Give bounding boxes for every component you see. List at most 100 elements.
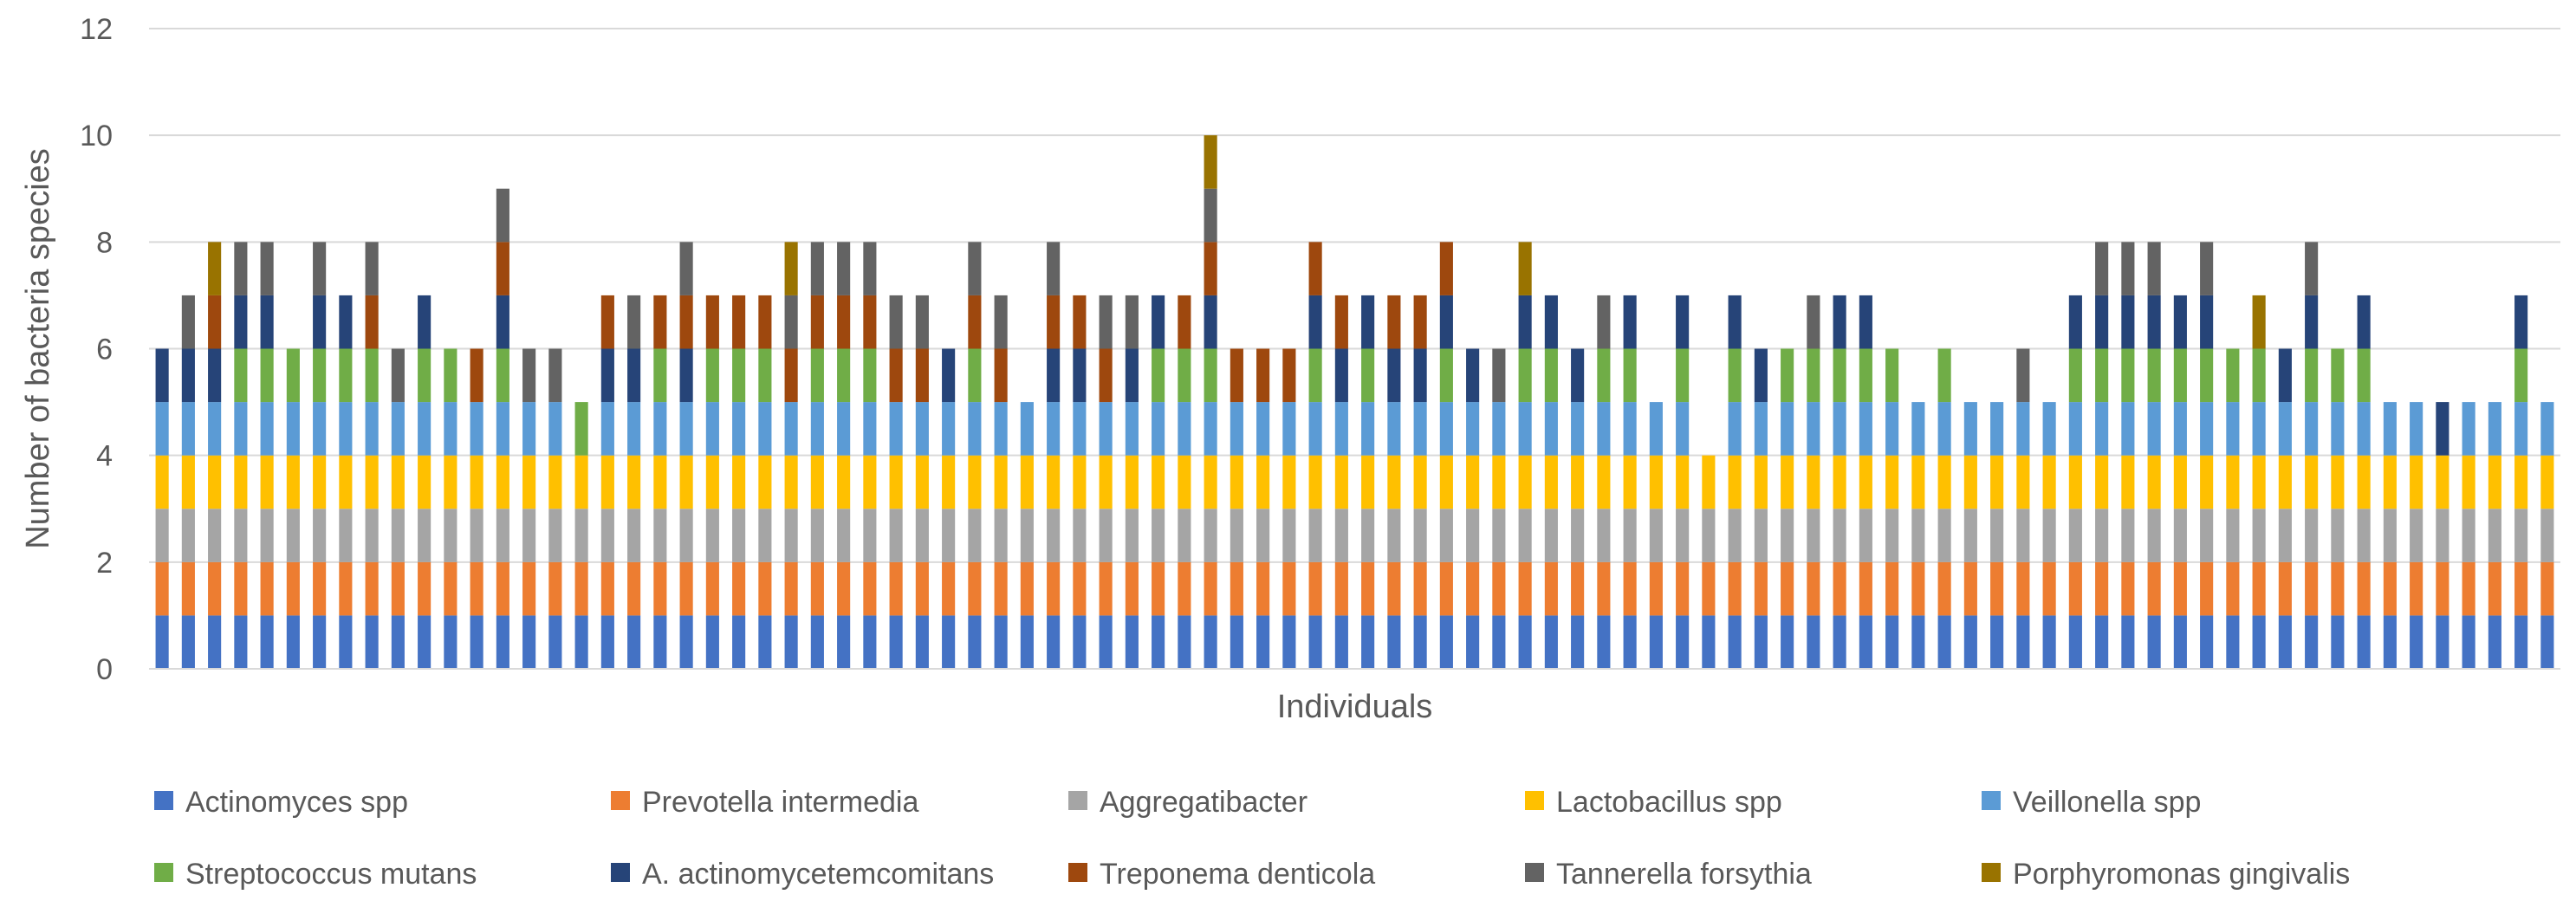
- bar-segment-lactobacillus-spp: [679, 455, 693, 509]
- bar-segment-veillonella-spp: [1361, 402, 1375, 456]
- bar-segment-veillonella-spp: [863, 402, 877, 456]
- y-axis-ticks: 0 2 4 6 8 10 12: [80, 13, 113, 686]
- bar-segment-actinomyces-spp: [784, 615, 798, 669]
- bar-segment-treponema-denticola: [1308, 242, 1322, 295]
- bar-segment-aggregatibacter: [208, 509, 222, 562]
- legend-item: Veillonella spp: [1982, 786, 2201, 819]
- bar-segment-actinomyces-spp: [2121, 615, 2135, 669]
- bar-segment-tannerella-forsythia: [915, 295, 929, 349]
- bar-segment-prevotella-intermedia: [1466, 561, 1480, 616]
- bar-segment-tannerella-forsythia: [2016, 348, 2030, 403]
- bar-segment-a-actinomycetemcomitans: [1439, 295, 1453, 349]
- bar-segment-veillonella-spp: [313, 402, 327, 456]
- bar-segment-streptococcus-mutans: [810, 348, 824, 403]
- bar-segment-lactobacillus-spp: [627, 455, 641, 509]
- bar-segment-aggregatibacter: [1963, 509, 1977, 562]
- bar-segment-treponema-denticola: [679, 295, 693, 349]
- bar-segment-a-actinomycetemcomitans: [2200, 295, 2214, 349]
- bar-segment-veillonella-spp: [2095, 402, 2109, 456]
- bar-segment-prevotella-intermedia: [1963, 561, 1977, 616]
- bar-segment-aggregatibacter: [1518, 509, 1532, 562]
- bar-segment-actinomyces-spp: [2147, 615, 2161, 669]
- bar-segment-aggregatibacter: [470, 509, 483, 562]
- bar-segment-lactobacillus-spp: [1781, 455, 1794, 509]
- bar-segment-lactobacillus-spp: [2357, 455, 2371, 509]
- bar-segment-tannerella-forsythia: [679, 242, 693, 295]
- individual-bar-69: [1937, 348, 1951, 669]
- bar-segment-porphyromonas-gingivalis: [1518, 242, 1532, 295]
- bar-segment-prevotella-intermedia: [2331, 561, 2345, 616]
- bar-segment-aggregatibacter: [1334, 509, 1348, 562]
- bar-segment-actinomyces-spp: [234, 615, 248, 669]
- bar-segment-veillonella-spp: [2042, 402, 2056, 456]
- bar-segment-prevotella-intermedia: [784, 561, 798, 616]
- bar-segment-prevotella-intermedia: [2462, 561, 2475, 616]
- bar-segment-lactobacillus-spp: [2042, 455, 2056, 509]
- individual-bar-4: [234, 242, 248, 669]
- bar-segment-tannerella-forsythia: [391, 348, 405, 403]
- bar-segment-veillonella-spp: [679, 402, 693, 456]
- bar-segment-treponema-denticola: [994, 348, 1008, 403]
- bar-segment-prevotella-intermedia: [1334, 561, 1348, 616]
- bar-segment-prevotella-intermedia: [2042, 561, 2056, 616]
- bar-segment-aggregatibacter: [1859, 509, 1872, 562]
- bar-segment-lactobacillus-spp: [1623, 455, 1637, 509]
- bar-segment-veillonella-spp: [758, 402, 772, 456]
- bar-segment-tannerella-forsythia: [365, 242, 379, 295]
- bars: [155, 135, 2554, 669]
- legend-swatch: [611, 863, 630, 882]
- bar-segment-veillonella-spp: [994, 402, 1008, 456]
- bar-segment-aggregatibacter: [1439, 509, 1453, 562]
- bar-segment-a-actinomycetemcomitans: [234, 295, 248, 349]
- bar-segment-veillonella-spp: [339, 402, 353, 456]
- legend-label: Streptococcus mutans: [185, 858, 477, 891]
- bar-segment-veillonella-spp: [1020, 402, 1034, 456]
- bar-segment-actinomyces-spp: [653, 615, 667, 669]
- bar-segment-aggregatibacter: [627, 509, 641, 562]
- bar-segment-actinomyces-spp: [444, 615, 457, 669]
- individual-bar-51: [1466, 348, 1480, 669]
- y-tick-label: 8: [96, 226, 113, 259]
- individual-bar-7: [313, 242, 327, 669]
- individual-bar-40: [1178, 295, 1191, 669]
- bar-segment-actinomyces-spp: [1649, 615, 1663, 669]
- bar-segment-streptococcus-mutans: [653, 348, 667, 403]
- bar-segment-treponema-denticola: [653, 295, 667, 349]
- bar-segment-prevotella-intermedia: [627, 561, 641, 616]
- bar-segment-veillonella-spp: [418, 402, 431, 456]
- individual-bar-65: [1833, 295, 1846, 669]
- bar-segment-tannerella-forsythia: [2305, 242, 2319, 295]
- bar-segment-prevotella-intermedia: [2095, 561, 2109, 616]
- individual-bar-78: [2173, 295, 2187, 669]
- bar-segment-actinomyces-spp: [968, 615, 982, 669]
- bar-segment-tannerella-forsythia: [1099, 295, 1113, 349]
- individual-bar-61: [1728, 295, 1742, 669]
- individual-bar-58: [1649, 402, 1663, 669]
- bar-segment-veillonella-spp: [444, 402, 457, 456]
- bar-segment-actinomyces-spp: [1833, 615, 1846, 669]
- bar-segment-veillonella-spp: [181, 402, 195, 456]
- bar-segment-a-actinomycetemcomitans: [1754, 348, 1768, 403]
- individual-bar-14: [496, 188, 509, 669]
- bar-segment-streptococcus-mutans: [260, 348, 274, 403]
- bar-segment-a-actinomycetemcomitans: [942, 348, 956, 403]
- bar-segment-actinomyces-spp: [994, 615, 1008, 669]
- bar-segment-aggregatibacter: [2042, 509, 2056, 562]
- bar-segment-aggregatibacter: [365, 509, 379, 562]
- bar-segment-aggregatibacter: [1728, 509, 1742, 562]
- individual-bar-41: [1204, 135, 1217, 669]
- bar-segment-a-actinomycetemcomitans: [679, 348, 693, 403]
- bar-segment-treponema-denticola: [600, 295, 614, 349]
- bar-segment-actinomyces-spp: [889, 615, 903, 669]
- bar-segment-actinomyces-spp: [863, 615, 877, 669]
- bar-segment-actinomyces-spp: [2514, 615, 2528, 669]
- bar-segment-actinomyces-spp: [705, 615, 719, 669]
- bar-segment-prevotella-intermedia: [208, 561, 222, 616]
- legend-swatch: [154, 791, 173, 810]
- bar-segment-actinomyces-spp: [1623, 615, 1637, 669]
- bar-segment-aggregatibacter: [2173, 509, 2187, 562]
- bar-segment-lactobacillus-spp: [1387, 455, 1401, 509]
- bar-segment-streptococcus-mutans: [732, 348, 746, 403]
- legend-item: Aggregatibacter: [1068, 786, 1307, 819]
- bar-segment-a-actinomycetemcomitans: [2121, 295, 2135, 349]
